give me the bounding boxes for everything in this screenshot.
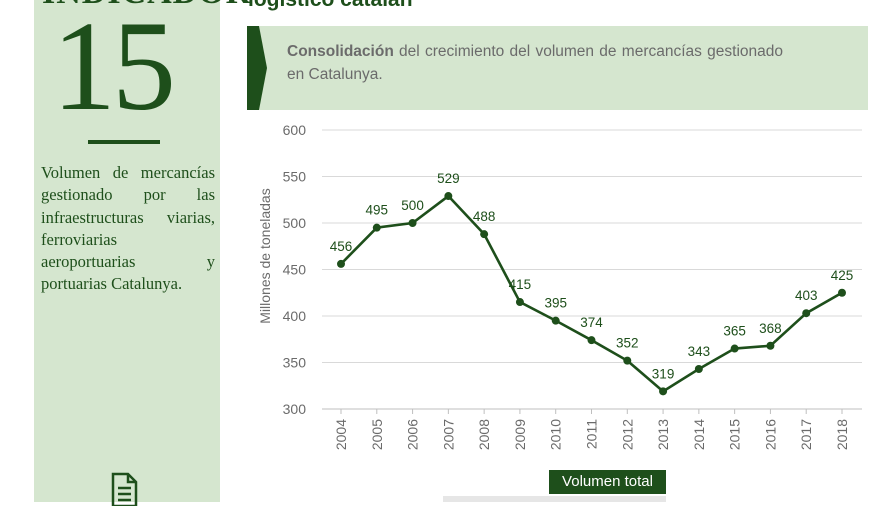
x-tick-label: 2018 (834, 419, 850, 450)
data-point (838, 288, 846, 297)
banner-text: Consolidación del crecimiento del volume… (287, 40, 783, 86)
data-point (730, 344, 739, 353)
y-tick-label: 300 (283, 401, 307, 417)
document-icon (111, 472, 138, 506)
legend-underlay (443, 496, 666, 502)
banner-strong: Consolidación (287, 43, 394, 60)
indicator-word: INDICADOR (42, 0, 250, 12)
indicator-number: 15 (52, 0, 176, 137)
data-point (480, 230, 489, 239)
data-label: 425 (831, 268, 854, 283)
data-point (337, 259, 345, 268)
indicator-description: Volumen de mercancías gestionado por las… (41, 163, 215, 294)
x-tick-label: 2009 (512, 419, 528, 450)
data-label: 403 (795, 288, 818, 303)
y-axis-label: Millones de toneladas (257, 188, 273, 323)
data-label: 529 (437, 171, 460, 186)
y-tick-label: 400 (283, 308, 307, 324)
x-tick-label: 2016 (762, 419, 778, 450)
x-tick-label: 2007 (440, 419, 456, 450)
y-tick-label: 600 (283, 122, 307, 138)
data-point (444, 192, 453, 201)
data-label: 500 (401, 198, 424, 213)
data-point (802, 309, 811, 318)
x-tick-label: 2017 (798, 419, 814, 450)
data-point (551, 316, 560, 325)
y-tick-label: 500 (283, 215, 307, 231)
data-point (694, 365, 703, 374)
data-label: 495 (366, 203, 389, 218)
data-point (408, 219, 417, 227)
data-label: 343 (688, 344, 711, 359)
data-point (766, 341, 775, 350)
data-label: 395 (544, 296, 567, 311)
x-tick-label: 2006 (405, 419, 421, 450)
x-tick-label: 2014 (691, 419, 707, 450)
data-label: 352 (616, 336, 639, 351)
banner-chevron-icon (247, 26, 267, 110)
legend-volumen-total: Volumen total (549, 470, 666, 494)
data-label: 368 (759, 321, 782, 336)
data-label: 488 (473, 209, 496, 224)
x-tick-label: 2015 (727, 419, 743, 450)
data-label: 374 (580, 315, 603, 330)
x-tick-label: 2005 (369, 419, 385, 450)
x-tick-label: 2008 (476, 419, 492, 450)
indicator-sidebar: INDICADOR 15 Volumen de mercancías gesti… (34, 0, 250, 506)
summary-banner: Consolidación del crecimiento del volume… (247, 26, 868, 110)
y-tick-label: 450 (283, 262, 307, 278)
data-point (515, 298, 524, 307)
number-underline (88, 140, 160, 144)
banner-body: del crecimiento del volumen de mercancía… (287, 43, 783, 83)
data-point (623, 356, 632, 365)
y-tick-label: 350 (283, 355, 307, 371)
data-point (587, 336, 596, 345)
data-label: 415 (509, 277, 532, 292)
data-label: 319 (652, 366, 675, 381)
x-tick-label: 2012 (619, 419, 635, 450)
data-point (659, 387, 668, 396)
data-point (372, 223, 381, 232)
x-tick-label: 2004 (333, 419, 349, 450)
data-label: 365 (723, 324, 746, 339)
x-tick-label: 2011 (584, 419, 600, 449)
x-tick-label: 2010 (548, 419, 564, 450)
page-title: logístico catalán (248, 0, 413, 12)
data-label: 456 (330, 239, 353, 254)
x-tick-label: 2013 (655, 419, 671, 450)
y-tick-label: 550 (283, 169, 307, 185)
